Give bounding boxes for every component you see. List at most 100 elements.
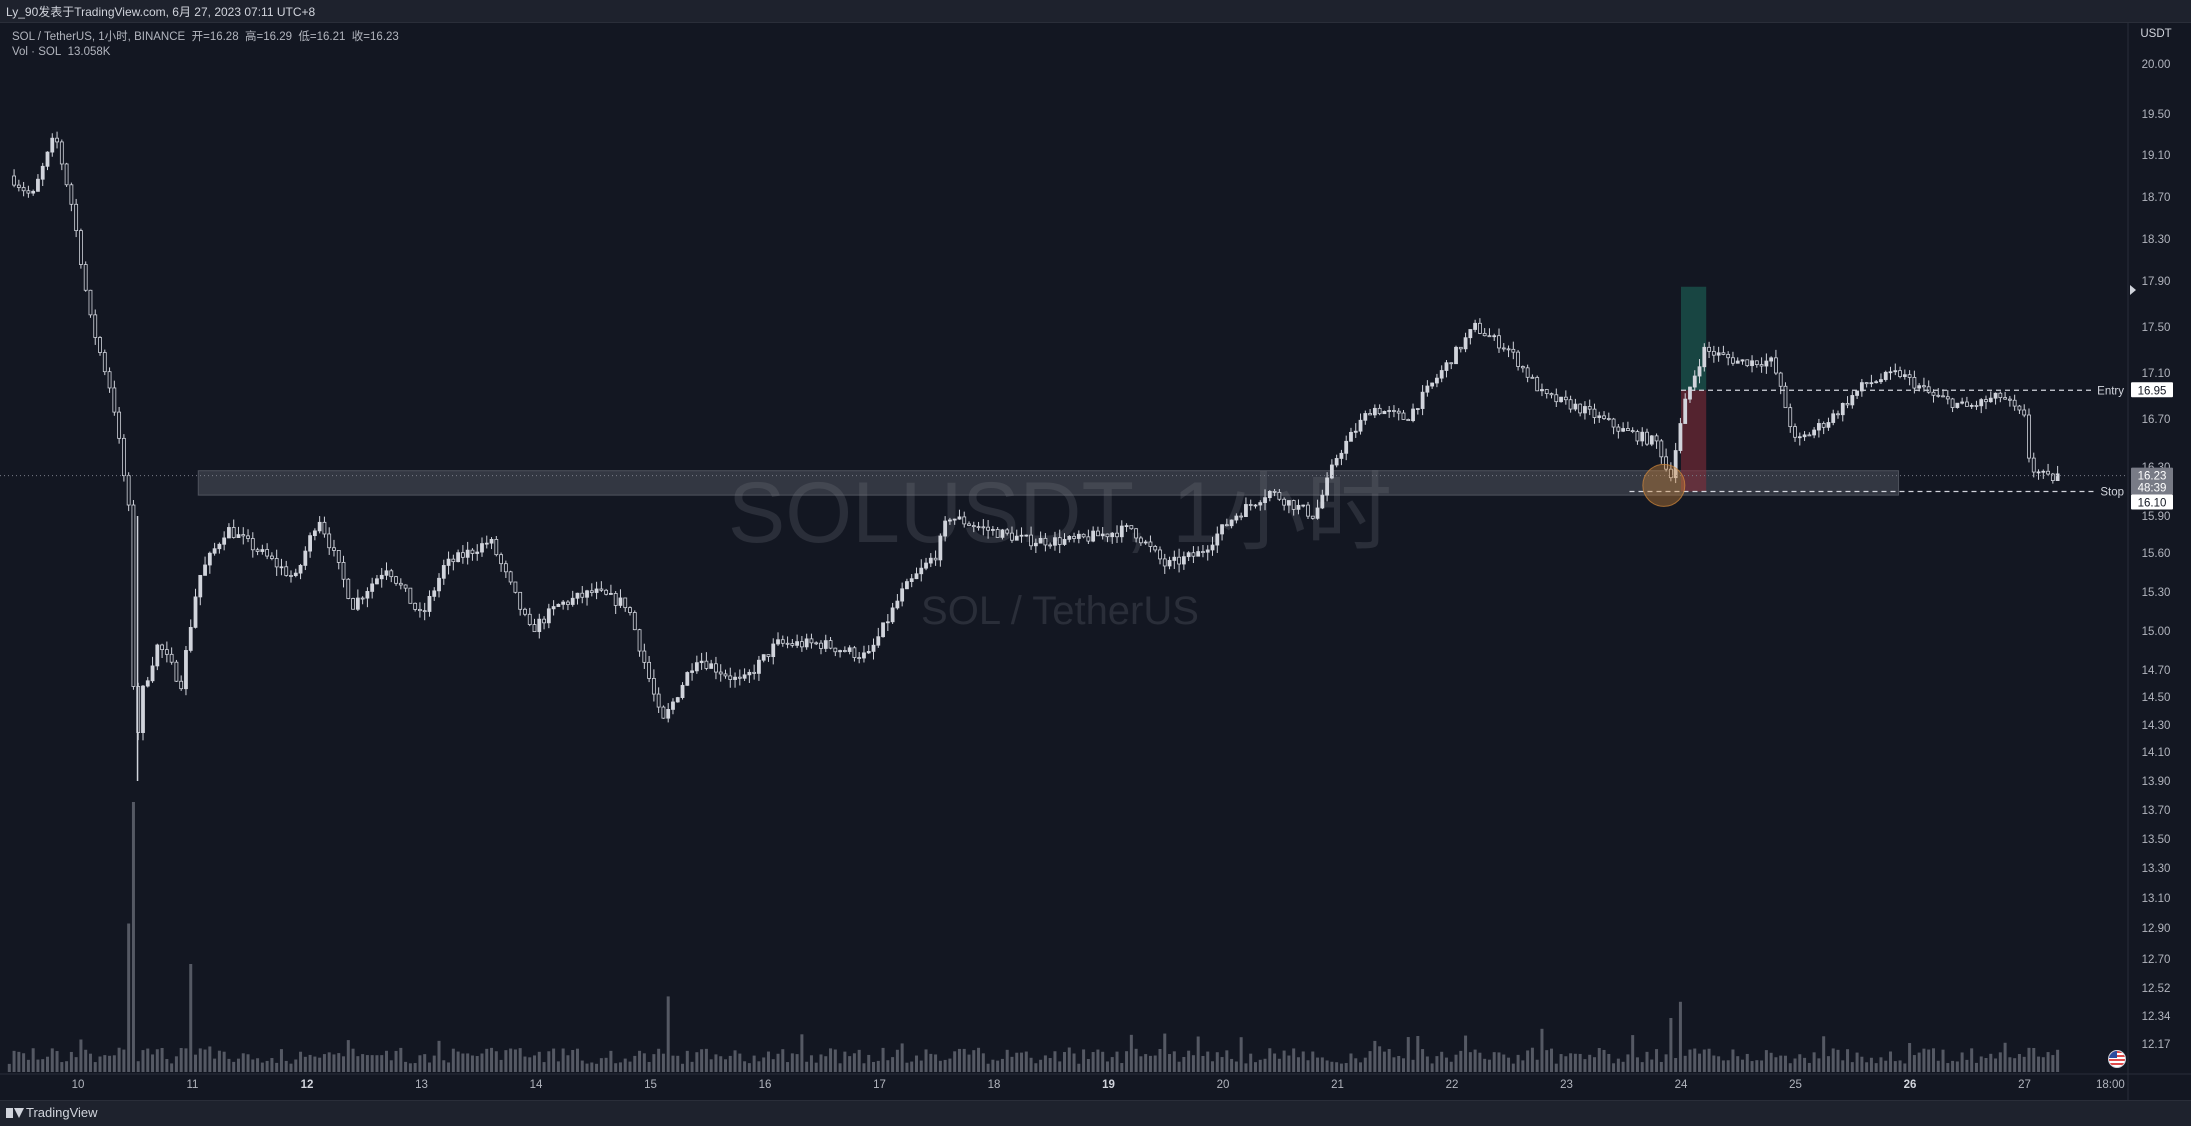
volume-bar: [2046, 1052, 2050, 1072]
candle-body: [59, 141, 64, 165]
volume-bar: [351, 1048, 355, 1072]
volume-bar: [676, 1055, 680, 1072]
volume-bar: [824, 1056, 828, 1072]
volume-bar: [1736, 1056, 1740, 1072]
price-tick-label: 17.90: [2142, 276, 2171, 288]
candle-body: [1549, 393, 1554, 396]
volume-bar: [867, 1054, 871, 1072]
candle-body: [1287, 500, 1291, 506]
volume-bar: [1435, 1056, 1439, 1072]
volume-bar: [1927, 1049, 1931, 1072]
candle-body: [709, 663, 714, 669]
volume-bar: [361, 1054, 365, 1072]
candle-body: [914, 573, 919, 580]
tradingview-logo[interactable]: TradingView: [6, 1101, 98, 1125]
volume-bar: [1616, 1058, 1620, 1072]
candle-body: [1468, 329, 1473, 339]
volume-bar: [1168, 1054, 1172, 1072]
volume-bar: [1807, 1062, 1811, 1072]
volume-bar: [22, 1053, 26, 1072]
volume-bar: [2017, 1054, 2021, 1072]
volume-bar: [41, 1059, 45, 1072]
candle-body: [833, 647, 838, 653]
candle-body: [976, 526, 981, 529]
volume-bar: [1664, 1054, 1668, 1072]
candle-body: [1859, 382, 1864, 392]
volume-bar: [1354, 1058, 1358, 1072]
candle-body: [1707, 346, 1711, 352]
candle-body: [427, 595, 432, 612]
publish-header-text: Ly_90发表于TradingView.com, 6月 27, 2023 07:…: [6, 5, 316, 19]
us-flag-icon[interactable]: [2108, 1050, 2126, 1068]
candle-body: [1836, 413, 1840, 416]
volume-bar: [1144, 1054, 1148, 1072]
candle-body: [790, 643, 795, 646]
support-zone-rect: [197, 470, 1900, 496]
candle-body: [957, 516, 962, 520]
volume-bar: [1320, 1057, 1324, 1072]
volume-bar: [776, 1053, 780, 1072]
candle-body: [1301, 504, 1306, 507]
time-tick-label: 13: [415, 1079, 428, 1091]
candle-body: [1516, 351, 1520, 367]
volume-bar: [1922, 1048, 1926, 1072]
volume-bar: [1917, 1052, 1921, 1072]
volume-bar: [1244, 1063, 1248, 1072]
candle-body: [1788, 407, 1793, 428]
candle-body: [246, 535, 250, 539]
volume-bar: [590, 1062, 594, 1072]
candle-body: [1267, 490, 1272, 499]
volume-bar: [408, 1063, 412, 1072]
candle-body: [924, 562, 928, 569]
volume-bar: [2022, 1056, 2026, 1072]
volume-bar: [213, 1058, 217, 1072]
volume-bar: [1688, 1049, 1692, 1072]
legend-low-label: 低=: [298, 31, 317, 43]
price-tick-label: 13.70: [2142, 805, 2171, 817]
legend-high-label: 高=: [244, 31, 264, 43]
volume-bar: [786, 1062, 790, 1072]
candle-body: [1053, 537, 1057, 546]
candle-body: [556, 603, 561, 607]
volume-bar: [265, 1060, 269, 1072]
candle-body: [952, 518, 957, 521]
candle-body: [74, 203, 79, 232]
volume-bar: [485, 1048, 489, 1072]
candle-body: [1597, 415, 1602, 418]
candle-body: [1898, 370, 1902, 377]
candle-body: [1119, 525, 1124, 538]
volume-bar: [1072, 1053, 1076, 1072]
candle-body: [1425, 385, 1430, 393]
candle-body: [2046, 470, 2050, 475]
volume-bar: [991, 1059, 995, 1072]
volume-bar: [819, 1054, 823, 1072]
candle-body: [1745, 359, 1750, 367]
volume-bar: [17, 1051, 21, 1072]
candle-body: [690, 670, 694, 673]
volume-bar: [1163, 1033, 1167, 1072]
candle-body: [460, 552, 465, 558]
volume-bar: [575, 1048, 579, 1072]
volume-bar: [475, 1056, 479, 1072]
candle-body: [761, 654, 766, 661]
candle-body: [1592, 408, 1597, 418]
volume-bar: [1893, 1061, 1897, 1072]
candle-body: [1840, 402, 1845, 416]
time-tick-label: 22: [1446, 1079, 1459, 1091]
candle-body: [838, 650, 842, 653]
candle-body: [699, 660, 704, 664]
candle-body: [1234, 515, 1239, 521]
volume-bar: [809, 1055, 813, 1072]
candle-body: [1033, 542, 1038, 547]
candle-body: [575, 592, 580, 599]
candle-body: [394, 576, 398, 584]
candle-body: [1091, 530, 1096, 542]
candle-body: [1611, 418, 1616, 428]
volume-bar: [1779, 1055, 1783, 1072]
volume-bar: [122, 1049, 126, 1072]
candle-body: [881, 622, 885, 638]
candle-body: [537, 618, 542, 633]
time-tick-label: 17: [873, 1079, 886, 1091]
volume-bar: [1640, 1062, 1644, 1072]
